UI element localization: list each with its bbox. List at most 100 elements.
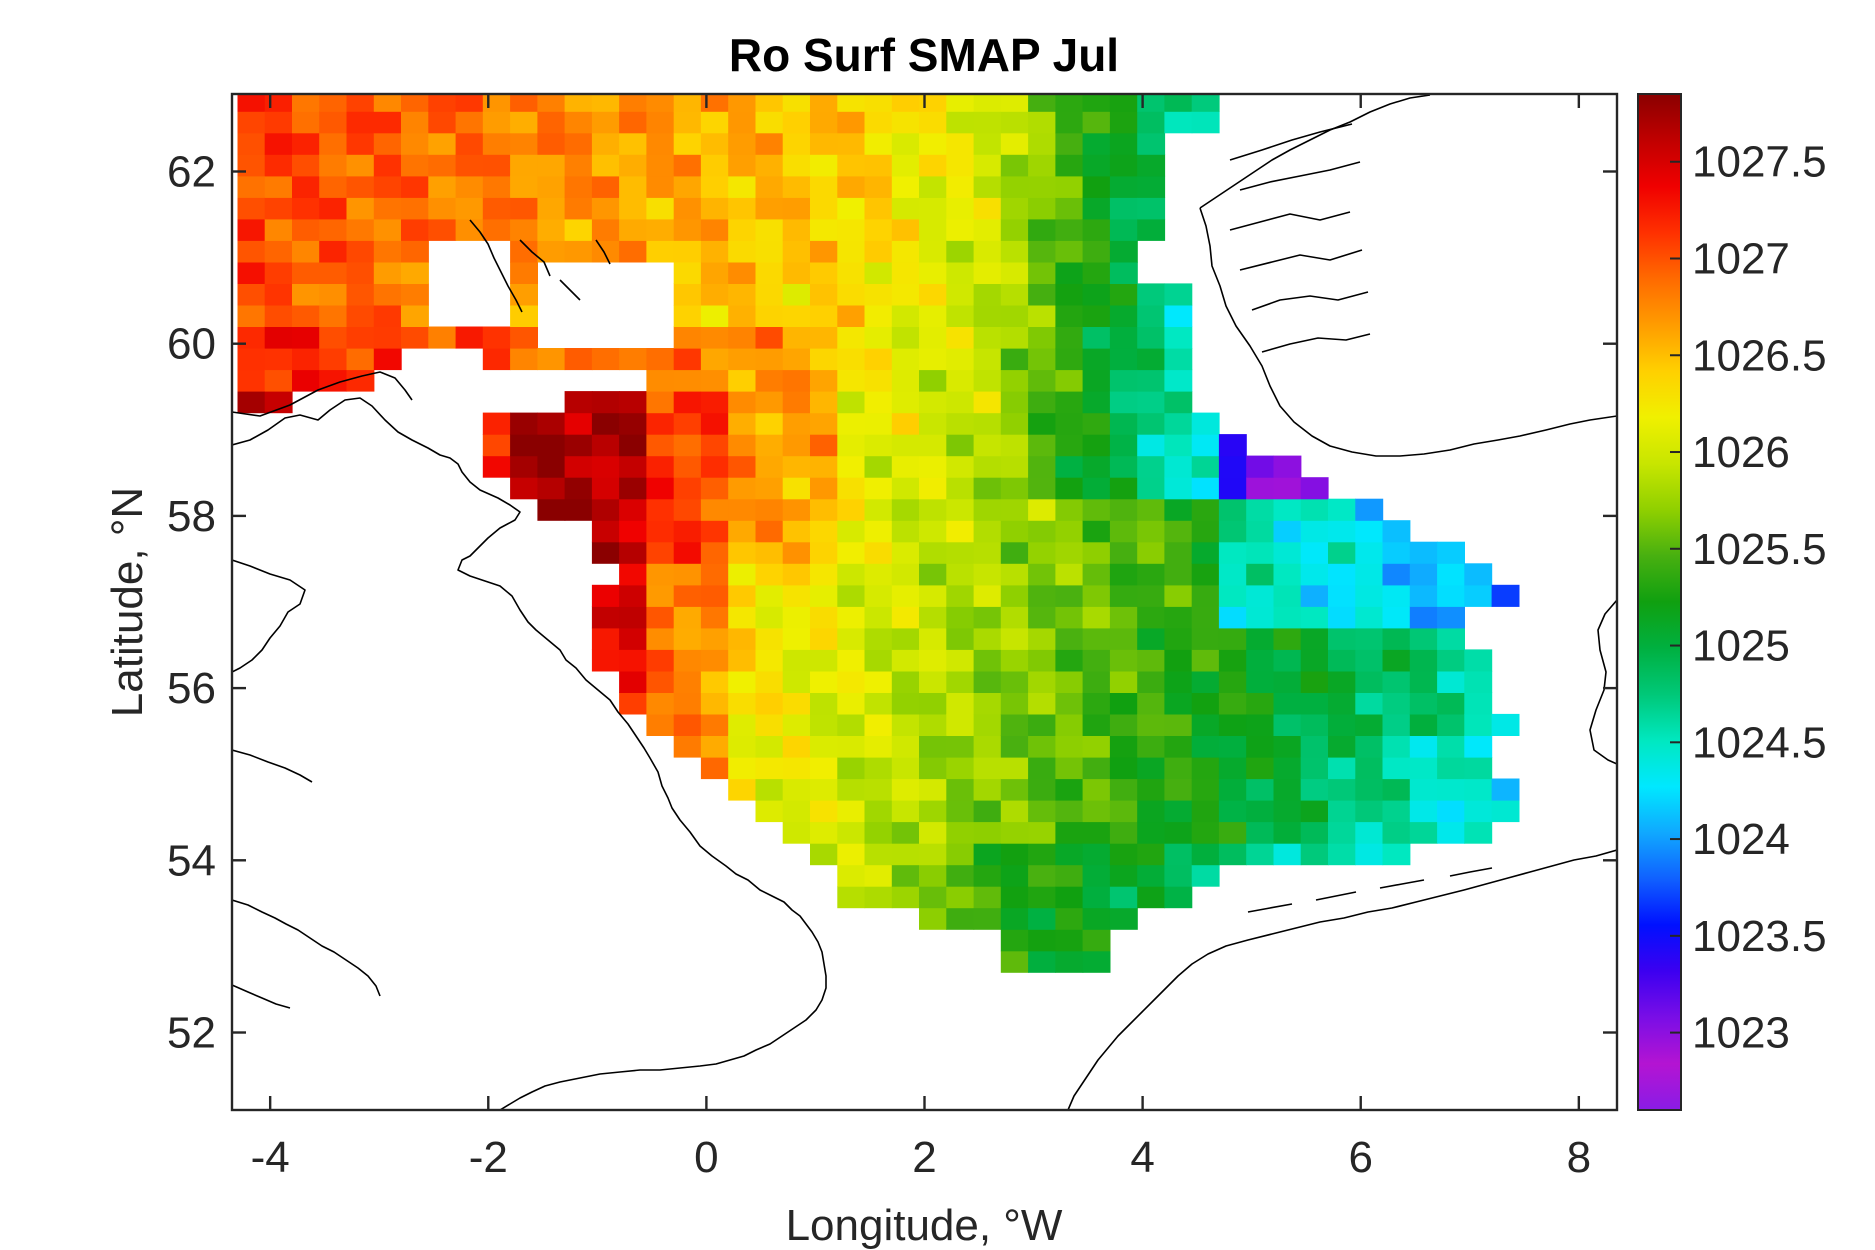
grid-cell	[1218, 477, 1247, 500]
grid-cell	[482, 94, 511, 112]
grid-cell	[864, 240, 893, 263]
grid-cell	[264, 261, 293, 284]
grid-cell	[755, 261, 784, 284]
grid-cell	[1082, 950, 1111, 973]
grid-cell	[700, 283, 729, 306]
grid-cell	[482, 132, 511, 155]
grid-cell	[1464, 713, 1493, 736]
grid-cell	[837, 326, 866, 349]
grid-cell	[919, 240, 947, 263]
grid-cell	[346, 348, 375, 371]
grid-cell	[1000, 283, 1029, 306]
grid-cell	[728, 218, 757, 241]
grid-cell	[700, 670, 729, 693]
grid-cell	[728, 563, 757, 586]
grid-cell	[728, 455, 757, 478]
grid-cell	[591, 240, 620, 263]
grid-cell	[1082, 218, 1111, 241]
grid-cell	[1028, 649, 1056, 672]
grid-cell	[1218, 649, 1247, 672]
grid-cell	[864, 218, 893, 241]
grid-cell	[319, 369, 348, 392]
grid-cell	[401, 304, 429, 327]
grid-cell	[1055, 132, 1084, 155]
grid-cell	[482, 348, 511, 371]
grid-cell	[1382, 800, 1411, 823]
grid-cell	[1055, 757, 1084, 780]
grid-cell	[1082, 649, 1111, 672]
grid-cell	[646, 520, 675, 543]
grid-cell	[1055, 692, 1084, 715]
grid-cell	[700, 713, 729, 736]
grid-cell	[1000, 132, 1029, 155]
grid-cell	[292, 197, 320, 220]
grid-cell	[1055, 197, 1084, 220]
grid-cell	[292, 283, 320, 306]
grid-cell	[1409, 584, 1438, 607]
grid-cell	[1164, 477, 1193, 500]
grid-cell	[1109, 498, 1138, 521]
grid-cell	[591, 627, 620, 650]
grid-cell	[728, 520, 757, 543]
grid-cell	[1028, 541, 1056, 564]
x-tick-label: 2	[912, 1133, 936, 1182]
grid-cell	[237, 154, 266, 177]
grid-cell	[837, 649, 866, 672]
x-tick-label: 6	[1348, 1133, 1372, 1182]
grid-cell	[1109, 627, 1138, 650]
grid-cell	[646, 477, 675, 500]
grid-cell	[482, 412, 511, 435]
grid-cell	[1437, 735, 1465, 758]
grid-cell	[1028, 670, 1056, 693]
grid-cell	[1273, 520, 1302, 543]
grid-cell	[728, 369, 757, 392]
grid-cell	[1082, 670, 1111, 693]
grid-cell	[1000, 197, 1029, 220]
grid-cell	[810, 197, 838, 220]
grid-cell	[1273, 498, 1302, 521]
grid-cell	[810, 240, 838, 263]
grid-cell	[755, 132, 784, 155]
grid-cell	[891, 477, 920, 500]
grid-cell	[1055, 606, 1084, 629]
grid-cell	[810, 541, 838, 564]
grid-cell	[319, 154, 348, 177]
grid-cell	[673, 111, 702, 134]
grid-cell	[782, 520, 811, 543]
grid-cell	[919, 606, 947, 629]
grid-cell	[782, 434, 811, 457]
grid-cell	[891, 261, 920, 284]
grid-cell	[837, 412, 866, 435]
grid-cell	[1055, 240, 1084, 263]
grid-cell	[1246, 778, 1275, 801]
grid-cell	[591, 498, 620, 521]
grid-cell	[837, 261, 866, 284]
grid-cell	[946, 821, 975, 844]
grid-cell	[891, 800, 920, 823]
grid-cell	[619, 132, 647, 155]
grid-cell	[1109, 477, 1138, 500]
grid-cell	[1164, 649, 1193, 672]
grid-cell	[1109, 304, 1138, 327]
grid-cell	[619, 218, 647, 241]
grid-cell	[1028, 94, 1056, 112]
grid-cell	[1137, 111, 1166, 134]
grid-cell	[1191, 111, 1220, 134]
grid-cell	[700, 175, 729, 198]
colorbar-tick-label: 1027.5	[1692, 138, 1827, 187]
grid-cell	[810, 94, 838, 112]
grid-cell	[1300, 670, 1329, 693]
grid-cell	[673, 175, 702, 198]
grid-cell	[946, 218, 975, 241]
grid-cell	[373, 218, 402, 241]
y-axis: 52 54 56 58 60 62	[167, 147, 1617, 1058]
sss-cells	[237, 94, 1520, 973]
grid-cell	[1082, 391, 1111, 414]
grid-cell	[401, 326, 429, 349]
grid-cell	[673, 283, 702, 306]
grid-cell	[264, 197, 293, 220]
grid-cell	[810, 584, 838, 607]
grid-cell	[891, 757, 920, 780]
grid-cell	[401, 94, 429, 112]
grid-cell	[1328, 778, 1356, 801]
